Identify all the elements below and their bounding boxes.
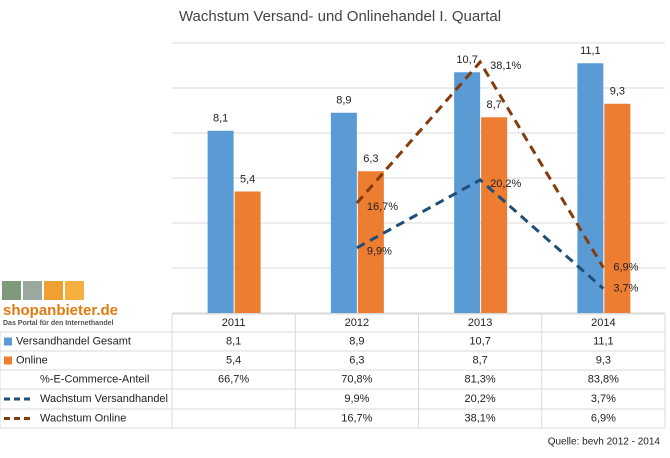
bar [604,103,631,313]
legend-key [4,356,12,365]
legend-label: Online [16,354,48,366]
row-label: %-E-Commerce-Anteil [40,373,149,385]
data-label: 9,3 [610,86,625,98]
table-cell: 38,1% [465,412,496,424]
table-cell: 6,9% [591,412,616,424]
table-cell: 8,7 [472,354,487,366]
bar [481,117,508,313]
data-label: 8,9 [336,95,351,107]
chart-title: Wachstum Versand- und Onlinehandel I. Qu… [179,8,501,25]
table-cell: 16,7% [341,412,372,424]
x-tick-label: 2012 [345,317,369,329]
table-cell: 11,1 [593,335,614,347]
bar [357,171,384,313]
table-cell: 9,9% [344,393,369,405]
table-cell: 10,7 [469,335,490,347]
table-cell: 66,7% [218,373,249,385]
legend-label: Versandhandel Gesamt [16,335,131,347]
source: Quelle: bevh 2012 - 2014 [548,437,661,448]
data-label: 20,2% [490,178,521,190]
data-label: 6,9% [613,261,638,273]
table-cell: 3,7% [591,393,616,405]
data-label: 38,1% [490,60,521,72]
x-tick-label: 2013 [468,317,492,329]
line [355,59,605,269]
table-cell: 8,9 [349,335,364,347]
table-cell: 81,3% [465,373,496,385]
table-cell: 6,3 [349,354,364,366]
table-cell: 70,8% [341,373,372,385]
x-tick-label: 2011 [222,317,246,329]
data-label: 16,7% [367,201,398,213]
logo-tile [23,281,42,300]
legend-label: Wachstum Versandhandel [40,393,168,405]
logo-name: shopanbieter.de [3,302,118,319]
legend-key [4,337,12,346]
data-label: 10,7 [456,54,477,66]
logo-tile [65,281,84,300]
data-label: 6,3 [363,153,378,165]
bar [330,112,357,313]
table-cell: 20,2% [465,393,496,405]
logo-tile [2,281,21,300]
bar [207,130,234,313]
logo: shopanbieter.de Das Portal für den Inter… [2,281,118,327]
data-label: 11,1 [580,45,601,57]
data-label: 8,1 [213,113,228,125]
data-label: 5,4 [240,173,255,185]
table-cell: 5,4 [226,354,241,366]
table-cell: 83,8% [588,373,619,385]
line [356,178,605,290]
table-cell: 8,1 [226,335,241,347]
logo-tile [44,281,63,300]
x-tick-label: 2014 [591,317,615,329]
logo-tagline: Das Portal für den Internethandel [3,320,114,327]
bar [234,191,261,313]
bar [454,72,481,313]
data-label: 8,7 [486,99,501,111]
data-label: 3,7% [613,283,638,295]
legend-label: Wachstum Online [40,412,126,424]
data-label: 9,9% [367,246,392,258]
table-cell: 9,3 [596,354,611,366]
